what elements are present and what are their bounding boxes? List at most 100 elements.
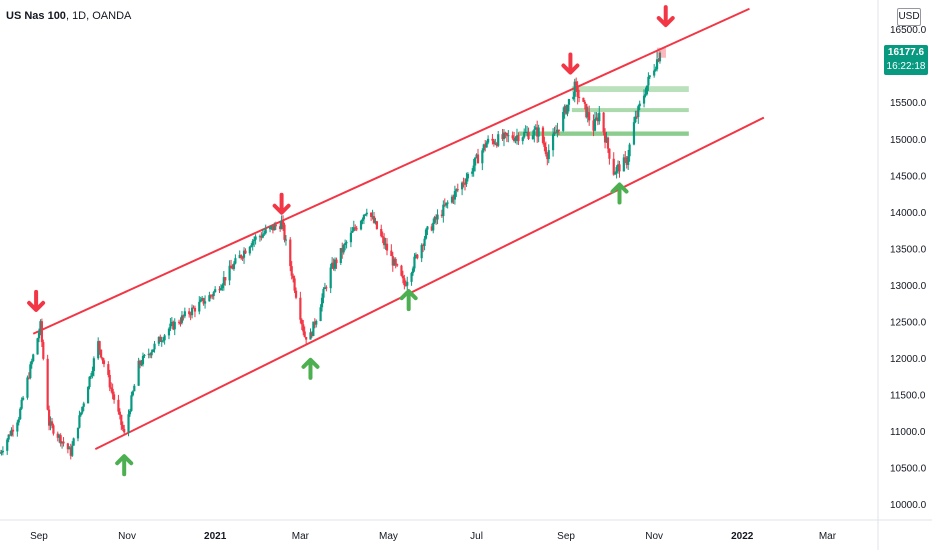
candle-body [634,116,637,123]
candle-body [131,391,134,396]
candle-body [602,112,605,133]
candle-body [586,112,589,118]
candle-body [305,336,308,340]
candle-body [238,255,241,259]
candle-body [271,225,275,231]
arrow-up-icon [399,289,418,312]
currency-button[interactable]: USD [897,8,921,26]
candle-body [224,277,227,281]
candle-body [20,399,23,409]
candle-body [37,332,41,339]
candle-body [242,250,246,258]
candle-body [486,138,490,143]
candle-body [400,265,403,276]
candle-body [354,227,357,229]
candle-body [533,129,536,136]
candle-body [450,196,454,203]
candle-body [573,81,576,97]
candle-body [211,295,214,297]
candle-body [39,321,42,333]
candle-body [342,245,345,253]
candle-body [534,127,537,130]
candle-body [502,132,506,140]
candle-body [442,204,445,217]
candle-body [430,226,433,231]
candle-body [163,335,166,341]
candle-body [484,144,487,148]
candle-body [426,226,429,230]
y-tick-label: 14500.0 [890,171,927,182]
candle-body [140,364,143,366]
candle-body [523,132,526,138]
candle-body [576,85,579,97]
channel-line-lower[interactable] [94,116,765,451]
candle-body [260,236,263,238]
candle-body [117,399,120,412]
candle-body [370,212,373,217]
y-tick-label: 12500.0 [890,317,927,328]
candle-body [189,314,192,316]
candle-body [603,132,607,143]
candle-body [231,268,234,270]
last-price-value: 16177.6 [887,47,925,58]
candle-body [411,268,415,274]
candle-body [170,321,173,324]
candle-body [461,182,464,190]
x-tick-label: 2021 [204,531,227,542]
candle-body [325,287,328,289]
candle-body [199,299,202,302]
candle-body [514,137,517,141]
candle-body [654,69,657,71]
candle-body [97,341,100,359]
candle-body [218,289,221,291]
candle-body [563,106,566,112]
candle-body [566,104,569,114]
candle-body [335,259,338,263]
candle-body [303,331,306,337]
channel-line-upper[interactable] [32,7,750,335]
candle-body [30,360,33,365]
x-tick-label: 2022 [731,531,754,542]
candle-body [118,411,121,415]
candle-body [497,134,500,146]
candle-body [553,132,556,135]
candle-body [598,112,601,122]
y-tick-label: 10000.0 [890,500,927,511]
candle-body [495,143,498,146]
candle-body [544,146,547,155]
candle-body [537,127,540,137]
candle-body [159,336,162,342]
candle-body [323,287,327,290]
y-tick-label: 16500.0 [890,25,927,36]
candle-body [309,332,312,340]
candle-body [322,289,325,298]
candle-body [638,103,641,107]
candle-body [214,289,217,293]
candle-body [66,443,69,450]
candle-body [167,328,171,336]
candle-body [341,247,344,253]
candle-body [413,256,416,269]
candle-body [263,233,266,235]
candle-body [110,387,113,389]
candle-body [575,81,578,86]
candle-body [52,425,55,434]
candle-body [414,254,417,257]
candle-body [504,132,507,134]
candle-body [393,259,396,266]
candle-body [593,119,597,131]
candle-body [546,154,549,160]
x-tick-label: Mar [819,531,837,542]
candle-body [320,297,324,308]
candle-body [71,445,74,456]
arrow-up-icon [301,357,320,380]
candle-body [465,178,468,184]
candle-body [222,277,225,286]
candle-body [192,307,195,309]
candle-body [160,341,163,343]
candle-body [60,441,64,444]
candle-body [22,397,25,400]
candle-body [108,374,111,388]
candle-body [474,157,477,166]
